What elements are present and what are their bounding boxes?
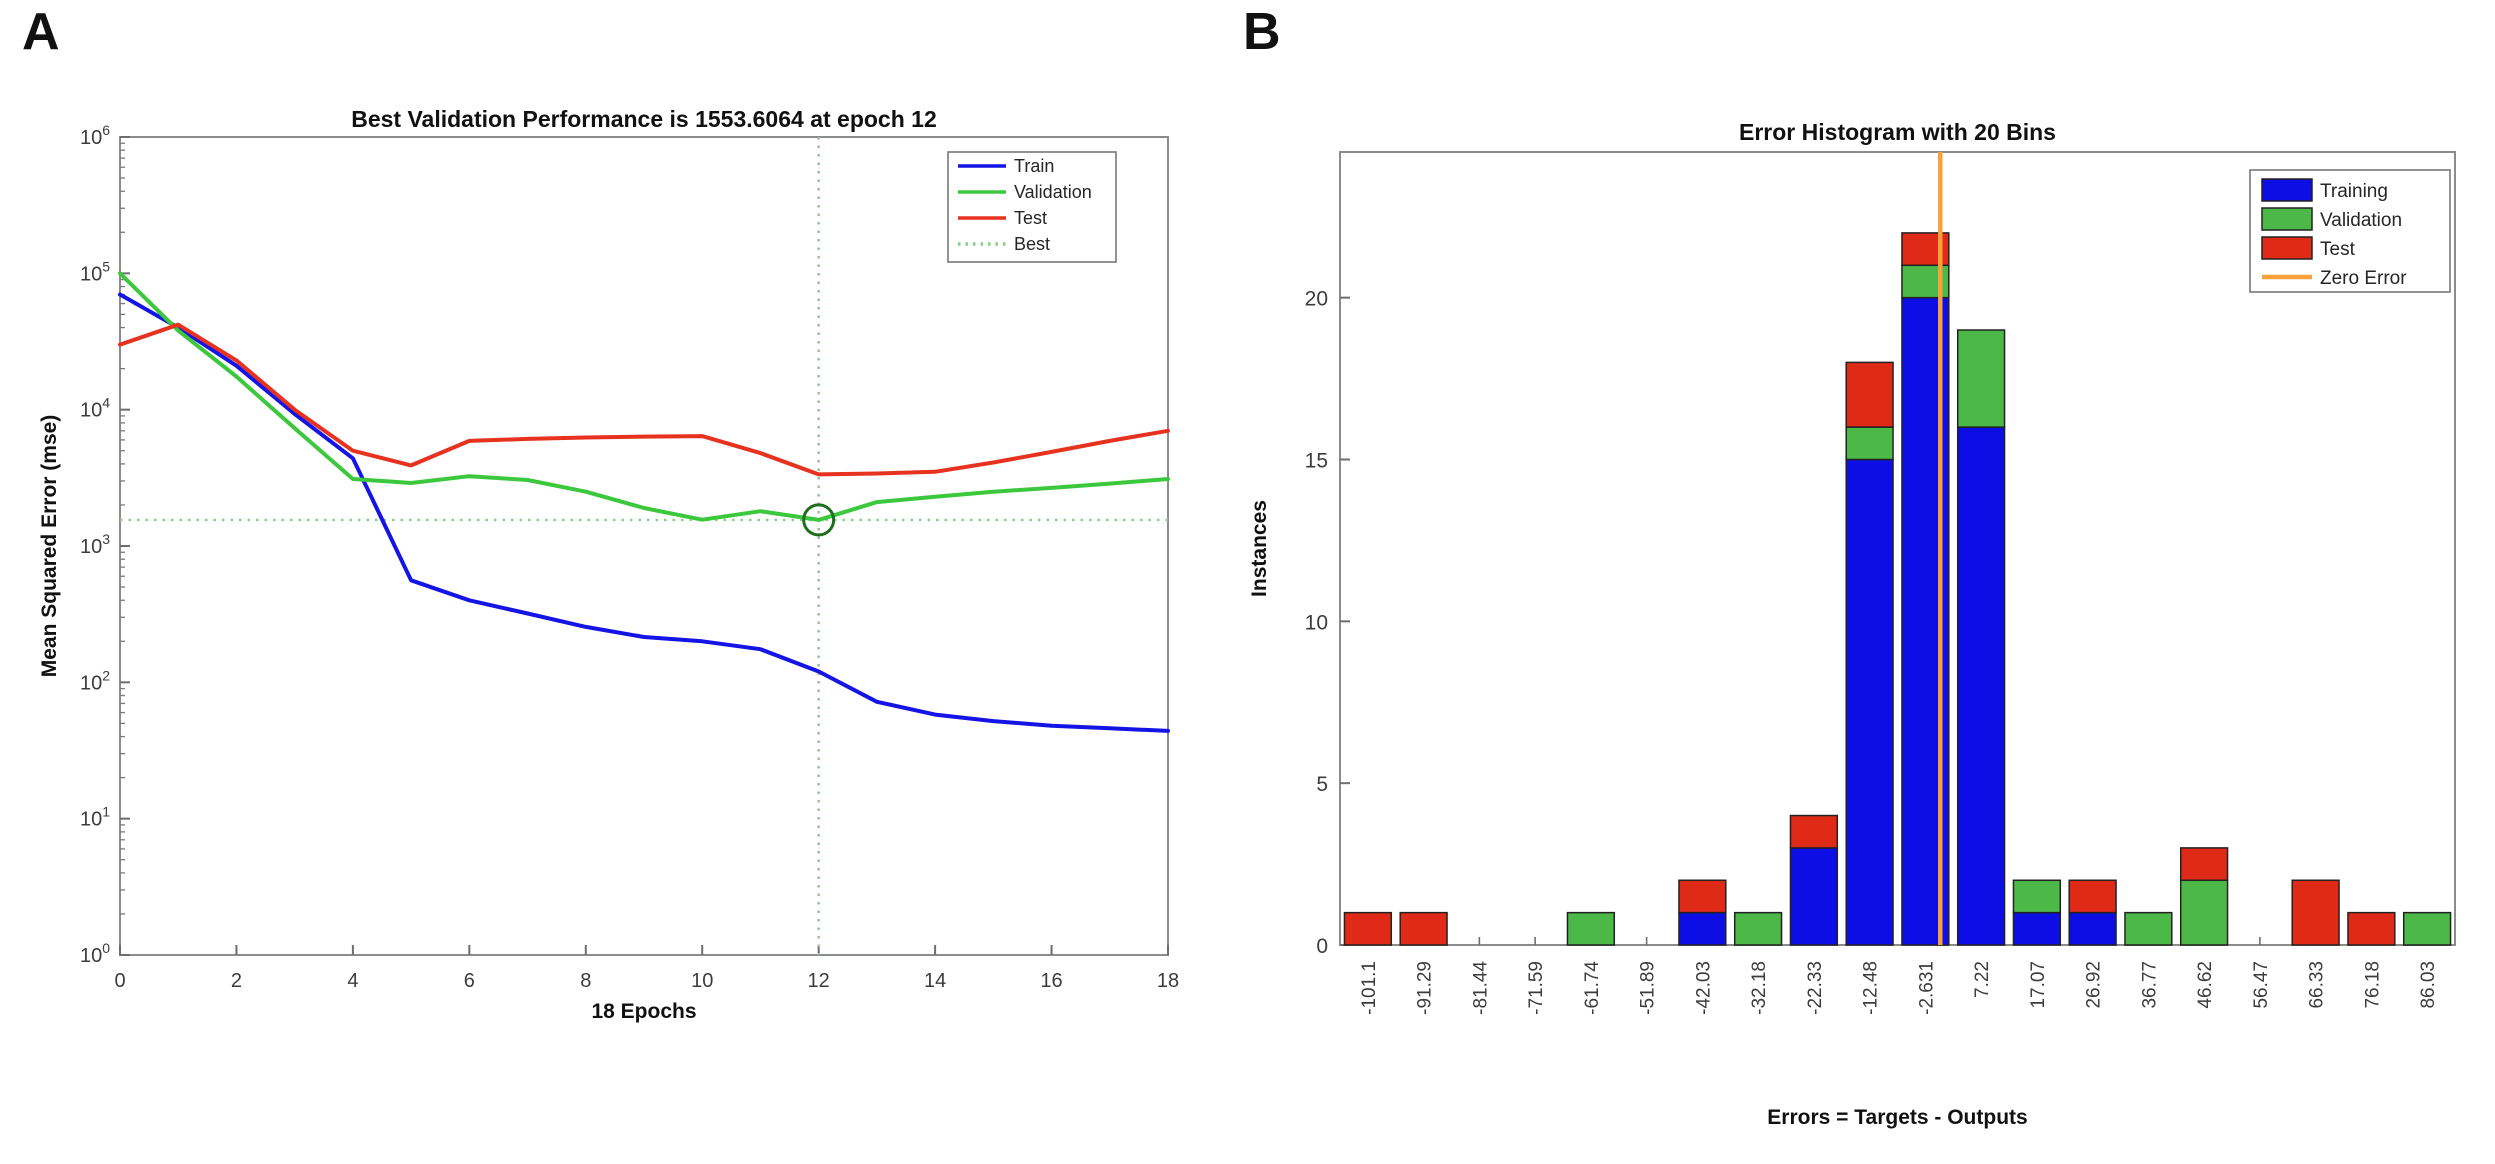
series-line-train [118, 292, 1170, 733]
ylabel-b: Instances [1248, 500, 1271, 597]
svg-text:18: 18 [1157, 970, 1179, 992]
histogram-bars [1343, 232, 2452, 946]
svg-text:46.62: 46.62 [2195, 961, 2216, 1009]
series-line-test [118, 322, 1170, 477]
svg-text:36.77: 36.77 [2139, 961, 2160, 1009]
svg-text:17.07: 17.07 [2028, 961, 2049, 1009]
svg-text:-81.44: -81.44 [1470, 961, 1491, 1015]
bar-segment-validation [1566, 911, 1616, 946]
svg-text:15: 15 [1305, 449, 1328, 472]
bar-segment-training [1956, 426, 2006, 946]
ylabel-a: Mean Squared Error (mse) [38, 415, 61, 678]
bar-segment-training [1678, 911, 1727, 946]
error-histogram-chart: 0 5 10 15 20 -101.1 -91.29 -81.44 -71.59 -61.74 -5… [1248, 119, 2456, 1129]
best-point-marker [802, 503, 836, 537]
bar-segment-training [2068, 911, 2117, 946]
svg-text:-12.48: -12.48 [1861, 961, 1882, 1015]
svg-text:Test: Test [2320, 239, 2356, 260]
svg-text:103: 103 [80, 531, 110, 558]
legend-a-box [947, 151, 1117, 263]
svg-text:7.22: 7.22 [1972, 961, 1993, 998]
svg-text:Training: Training [2320, 181, 2388, 202]
bar-segment-validation [1956, 329, 2006, 428]
svg-text:26.92: 26.92 [2084, 961, 2105, 1009]
svg-text:-61.74: -61.74 [1582, 961, 1603, 1015]
bar-segment-validation [2012, 879, 2062, 914]
bar-segment-test [1343, 911, 1393, 946]
bar-segment-validation [2402, 911, 2452, 946]
svg-text:56.47: 56.47 [2251, 961, 2272, 1009]
svg-text:6: 6 [464, 970, 475, 992]
svg-text:101: 101 [80, 804, 110, 831]
x-axis-b: -101.1 -91.29 -81.44 -71.59 -61.74 -51.89 -42.… [1359, 937, 2439, 1015]
svg-text:-22.33: -22.33 [1805, 961, 1826, 1015]
svg-text:Zero Error: Zero Error [2320, 268, 2407, 289]
svg-text:-42.03: -42.03 [1693, 961, 1714, 1015]
series-line-validation [118, 271, 1170, 522]
svg-text:86.03: 86.03 [2418, 961, 2439, 1009]
svg-text:0: 0 [114, 970, 125, 992]
svg-text:Test: Test [1014, 208, 1047, 228]
svg-text:100: 100 [80, 940, 110, 967]
bar-segment-test [2068, 879, 2117, 914]
legend-b: Training Validation Test Zero Error [2249, 169, 2451, 293]
bar-segment-test [1399, 911, 1448, 946]
bar-segment-validation [2179, 879, 2229, 946]
svg-text:4: 4 [347, 970, 358, 992]
legend-a: Train Validation Test Best [947, 151, 1117, 263]
title-a: Best Validation Performance is 1553.6064… [351, 106, 937, 132]
svg-text:Validation: Validation [1014, 182, 1092, 202]
svg-text:-71.59: -71.59 [1526, 961, 1547, 1015]
svg-text:-91.29: -91.29 [1415, 961, 1436, 1015]
svg-text:66.33: 66.33 [2307, 961, 2328, 1009]
performance-chart: 100 101 102 103 104 105 106 0 2 4 6 8 10 12 14 16 18 Trai… [38, 106, 1179, 1023]
panel-a-label: A [22, 3, 60, 61]
bar-segment-validation [1733, 911, 1783, 946]
svg-text:106: 106 [80, 122, 110, 149]
x-axis-a: 0 2 4 6 8 10 12 14 16 18 [114, 945, 1179, 992]
title-b: Error Histogram with 20 Bins [1739, 119, 2056, 145]
svg-text:Validation: Validation [2320, 210, 2402, 231]
bar-segment-training [1789, 847, 1839, 946]
svg-text:16: 16 [1040, 970, 1062, 992]
svg-text:5: 5 [1316, 773, 1328, 796]
svg-text:76.18: 76.18 [2362, 961, 2383, 1009]
svg-text:-32.18: -32.18 [1749, 961, 1770, 1015]
plot-frame-b [1339, 151, 2456, 946]
svg-text:2: 2 [231, 970, 242, 992]
panel-b-label: B [1243, 3, 1281, 61]
svg-text:12: 12 [808, 970, 830, 992]
svg-text:-51.89: -51.89 [1638, 961, 1659, 1015]
svg-text:8: 8 [580, 970, 591, 992]
bar-segment-test [1789, 814, 1839, 849]
bar-segment-test [1678, 879, 1727, 914]
svg-text:14: 14 [924, 970, 946, 992]
bar-segment-training [2012, 911, 2062, 946]
bar-segment-validation [1845, 426, 1894, 461]
y-axis-b: 0 5 10 15 20 [1305, 288, 1350, 958]
svg-text:-101.1: -101.1 [1359, 961, 1380, 1015]
svg-text:20: 20 [1305, 288, 1328, 311]
svg-text:102: 102 [80, 667, 110, 694]
svg-text:104: 104 [80, 395, 110, 422]
svg-text:105: 105 [80, 258, 110, 285]
bar-segment-validation [2124, 911, 2173, 946]
bar-segment-training [1845, 458, 1894, 946]
xlabel-b: Errors = Targets - Outputs [1767, 1106, 2027, 1129]
svg-text:0: 0 [1316, 935, 1328, 958]
svg-text:Train: Train [1014, 156, 1054, 176]
svg-text:Best: Best [1014, 234, 1050, 254]
bar-segment-test [1845, 361, 1894, 428]
y-axis-a: 100 101 102 103 104 105 106 [80, 122, 130, 967]
svg-text:10: 10 [1305, 611, 1328, 634]
xlabel-a: 18 Epochs [591, 1000, 696, 1023]
bar-segment-test [2291, 879, 2340, 946]
svg-text:10: 10 [691, 970, 713, 992]
svg-text:-2.631: -2.631 [1916, 961, 1937, 1015]
bar-segment-test [2179, 847, 2229, 882]
bar-segment-test [2347, 911, 2396, 946]
